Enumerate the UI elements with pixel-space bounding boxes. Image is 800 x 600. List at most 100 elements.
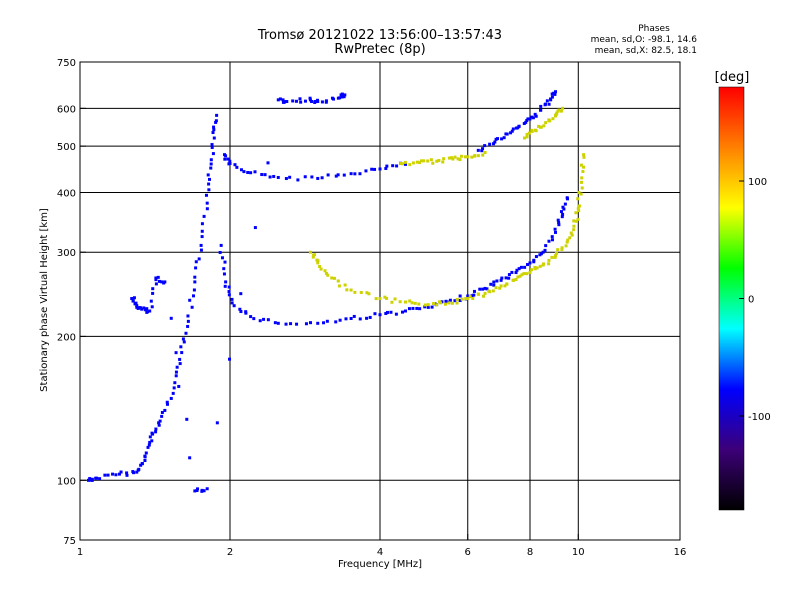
data-point xyxy=(411,306,415,310)
data-point xyxy=(553,90,557,94)
data-point xyxy=(160,414,164,418)
data-point xyxy=(399,161,403,165)
phase-box-title: Phases xyxy=(638,24,670,34)
data-point xyxy=(505,282,509,286)
data-point xyxy=(344,317,348,321)
data-point xyxy=(553,254,557,258)
data-point xyxy=(146,445,150,449)
data-point xyxy=(408,299,412,303)
data-point xyxy=(514,271,518,275)
data-point xyxy=(378,167,382,171)
data-point xyxy=(466,297,470,301)
data-point xyxy=(313,100,317,104)
data-point xyxy=(209,158,213,162)
data-point xyxy=(525,135,529,139)
data-point xyxy=(517,267,521,271)
data-point xyxy=(186,314,190,318)
data-point xyxy=(492,280,496,284)
data-point xyxy=(401,162,405,166)
data-point xyxy=(160,410,164,414)
data-point xyxy=(144,451,148,455)
data-point xyxy=(150,431,154,435)
data-point xyxy=(442,157,446,161)
data-point xyxy=(285,100,289,104)
data-point xyxy=(444,299,448,303)
data-point xyxy=(423,305,427,309)
data-point xyxy=(483,291,487,295)
data-point xyxy=(367,292,371,296)
data-point xyxy=(165,400,169,404)
data-point xyxy=(332,97,336,101)
data-point xyxy=(135,470,139,474)
data-point xyxy=(523,265,527,269)
data-point xyxy=(456,157,460,161)
data-point xyxy=(281,98,285,102)
data-point xyxy=(481,287,485,291)
data-point xyxy=(549,97,553,101)
data-point xyxy=(282,100,286,104)
data-point xyxy=(304,322,308,326)
data-point xyxy=(577,209,581,213)
data-point xyxy=(530,115,534,119)
data-point xyxy=(228,357,232,361)
data-point xyxy=(542,124,546,128)
data-point xyxy=(483,286,487,290)
data-point xyxy=(160,280,164,284)
data-point xyxy=(532,258,536,262)
data-point xyxy=(343,93,347,97)
data-point xyxy=(400,310,404,314)
data-point xyxy=(114,473,118,477)
data-point xyxy=(476,154,480,158)
data-point xyxy=(498,286,502,290)
data-point xyxy=(326,173,330,177)
data-point xyxy=(439,301,443,305)
data-point xyxy=(534,255,538,259)
data-point xyxy=(131,299,135,303)
data-point xyxy=(466,294,470,298)
y-axis-ticks: 75 100 200 300 400 500 600 750 xyxy=(57,58,86,547)
data-point xyxy=(180,351,184,355)
data-point xyxy=(565,196,569,200)
data-point xyxy=(460,297,464,301)
data-point xyxy=(523,136,527,140)
data-point xyxy=(157,423,161,427)
grid-lines xyxy=(80,62,680,540)
data-point xyxy=(493,140,497,144)
data-point xyxy=(210,143,214,147)
data-point xyxy=(525,132,529,136)
data-point xyxy=(472,289,476,293)
data-point xyxy=(432,302,436,306)
data-point xyxy=(253,226,257,230)
data-point xyxy=(579,192,583,196)
data-point xyxy=(524,120,528,124)
data-point xyxy=(550,95,554,99)
data-point xyxy=(398,300,402,304)
data-point xyxy=(316,321,320,325)
data-point xyxy=(309,321,313,325)
data-point xyxy=(463,155,467,159)
data-point xyxy=(130,297,134,301)
data-point xyxy=(148,309,152,313)
data-point xyxy=(576,197,580,201)
data-point xyxy=(389,310,393,314)
colorbar-tick-label: -100 xyxy=(748,412,771,423)
data-point xyxy=(483,150,487,154)
data-point xyxy=(418,307,422,311)
data-point xyxy=(556,248,560,252)
data-point xyxy=(238,307,242,311)
data-point xyxy=(453,299,457,303)
data-point xyxy=(262,317,266,321)
data-point xyxy=(211,131,215,135)
data-point xyxy=(520,273,524,277)
y-tick-label: 100 xyxy=(57,476,76,487)
data-point xyxy=(552,91,556,95)
data-point xyxy=(365,291,369,295)
data-point xyxy=(316,176,320,180)
data-point xyxy=(458,158,462,162)
data-point xyxy=(448,298,452,302)
data-point xyxy=(88,477,92,481)
data-point xyxy=(214,120,218,124)
data-point xyxy=(550,235,554,239)
data-point xyxy=(489,282,493,286)
